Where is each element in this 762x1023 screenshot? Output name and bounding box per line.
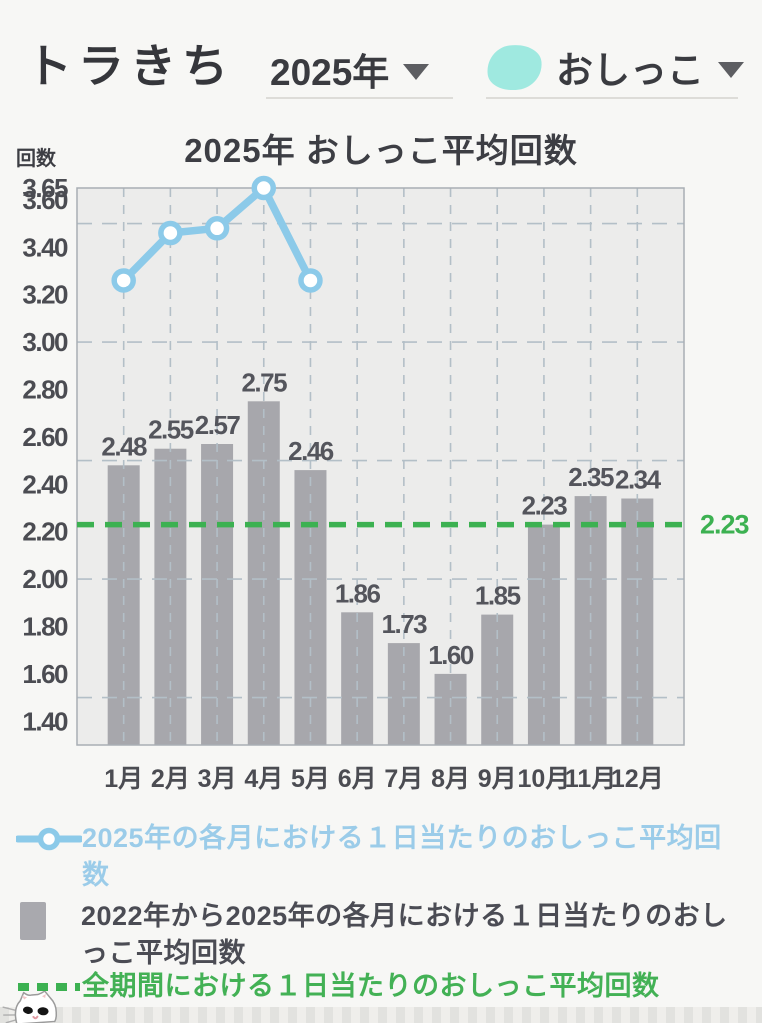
svg-text:1.73: 1.73 [382,609,428,639]
year-selector-underline [266,97,453,99]
bar-swatch-icon [0,898,81,940]
legend-item-label: 全期間における１日当たりのおしっこ平均回数 [82,971,660,1001]
svg-text:2.75: 2.75 [241,367,287,397]
legend-item-label: 2025年の各月における１日当たりのおしっこ平均回数 [82,823,722,890]
legend-item-line: 2025年の各月における１日当たりのおしっこ平均回数 [0,820,730,894]
svg-text:2.23: 2.23 [522,491,568,521]
svg-text:2.60: 2.60 [22,422,68,452]
svg-text:9月: 9月 [478,765,517,793]
svg-text:12月: 12月 [611,765,664,793]
svg-text:2.40: 2.40 [22,469,68,499]
svg-text:3.65: 3.65 [22,173,68,203]
dashed-line-swatch-icon [0,968,82,1005]
legend-item-bar: 2022年から2025年の各月における１日当たりのおしっこ平均回数 [0,898,729,972]
svg-text:2.57: 2.57 [195,410,241,440]
metric-selector-underline [486,97,738,99]
chevron-down-icon [403,64,430,80]
svg-text:2.48: 2.48 [101,431,147,461]
average-count-chart: 2.232.482.55 2.572.752.461.861.731.601.85… [22,173,750,793]
y-axis-tick-labels: 3.653.60 3.40 3.20 3.00 2.80 2.60 2.40 2.20 2.00… [22,173,69,736]
line-point [251,175,277,201]
bar-series [107,401,654,745]
plot-border [76,187,685,746]
legend-item-label: 2022年から2025年の各月における１日当たりのおしっこ平均回数 [81,901,728,968]
svg-text:3月: 3月 [198,765,237,793]
svg-text:1.60: 1.60 [22,659,68,689]
svg-text:3.20: 3.20 [22,280,68,310]
line-point [204,216,230,241]
legend-item-average: 全期間における１日当たりのおしっこ平均回数 [0,968,730,1005]
chevron-down-icon [718,62,744,78]
svg-text:1.80: 1.80 [22,611,68,641]
svg-text:10月: 10月 [518,765,571,793]
bar-month-4 [247,401,280,745]
year-selector-value: 2025年 [270,52,390,93]
svg-text:1月: 1月 [104,765,143,793]
svg-text:8月: 8月 [431,765,470,793]
svg-text:2.80: 2.80 [22,374,68,404]
svg-text:3.40: 3.40 [22,232,68,262]
svg-text:2.55: 2.55 [148,415,194,445]
line-point [298,268,323,293]
svg-text:2.00: 2.00 [22,564,68,594]
svg-text:3.00: 3.00 [22,327,68,357]
bar-value-labels: 2.482.55 2.572.75 2.46 1.861.731.601.85 2.23… [101,367,663,670]
svg-text:2月: 2月 [151,765,190,793]
line-marker-swatch-icon [0,820,82,857]
line-point [158,220,183,246]
svg-text:7月: 7月 [384,765,423,793]
pee-blob-icon [484,40,545,94]
svg-text:2.35: 2.35 [568,462,614,492]
svg-text:2.46: 2.46 [288,436,334,466]
metric-selector[interactable]: おしっこ [484,40,744,94]
footer-tape-band [0,1007,762,1023]
y-axis-unit-label: 回数 [16,148,56,170]
svg-text:2.20: 2.20 [22,517,68,547]
chart-title: 2025年 おしっこ平均回数 [184,132,578,169]
metric-selector-value: おしっこ [556,50,704,91]
svg-text:1.86: 1.86 [335,578,381,608]
year-selector[interactable]: 2025年 [270,42,430,96]
bar-month-7 [387,643,420,745]
svg-text:1.85: 1.85 [475,581,521,611]
svg-text:11月: 11月 [565,765,616,793]
cat-icon [2,991,58,1023]
pet-name: トラきち [26,40,234,92]
svg-text:4月: 4月 [244,765,283,793]
svg-text:3.60: 3.60 [22,185,68,215]
gridlines [77,188,684,745]
svg-text:1.60: 1.60 [428,640,474,670]
svg-text:2.34: 2.34 [615,464,662,494]
line-point [111,268,136,293]
average-line-label: 2.23 [700,510,750,540]
svg-text:6月: 6月 [338,765,377,793]
svg-text:1.40: 1.40 [22,706,68,736]
svg-text:5月: 5月 [291,765,330,793]
